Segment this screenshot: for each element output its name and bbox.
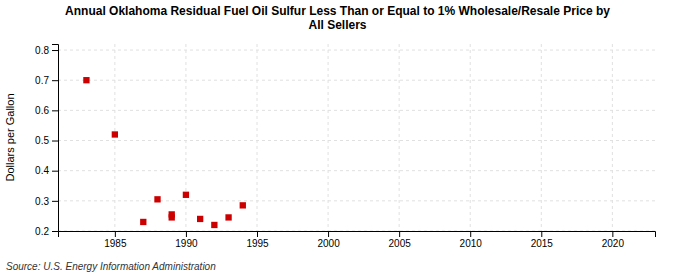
grid-line	[399, 44, 400, 231]
tick-mark	[52, 110, 58, 111]
tick: 0.3	[35, 196, 58, 207]
grid-line	[470, 44, 471, 231]
tick-label: 2000	[317, 238, 340, 249]
plot-area: 198519901995200020052010201520200.20.30.…	[35, 44, 655, 249]
point	[154, 196, 160, 202]
tick-mark	[186, 231, 187, 237]
grid-line	[541, 44, 542, 231]
tick: 0.4	[35, 165, 58, 176]
tick-label: 0.7	[35, 75, 49, 86]
title: Annual Oklahoma Residual Fuel Oil Sulfur…	[65, 4, 610, 32]
tick-mark	[399, 231, 400, 237]
tick-label: 2015	[531, 238, 554, 249]
tick: 0.6	[35, 105, 58, 116]
tick-label: 2005	[389, 238, 412, 249]
tick: 0.2	[35, 226, 58, 237]
tick-label: 0.6	[35, 105, 49, 116]
tick-label: 1995	[246, 238, 269, 249]
tick-mark	[328, 231, 329, 237]
tick-label: 0.3	[35, 196, 49, 207]
tick-label: 0.5	[35, 135, 49, 146]
tick: 0.8	[35, 45, 58, 56]
grid-line	[58, 80, 655, 81]
tick: 0.7	[35, 75, 58, 86]
grid-line	[58, 200, 655, 201]
tick-label: 0.2	[35, 226, 49, 237]
grid-line	[58, 170, 655, 171]
point	[112, 131, 118, 137]
tick: 1995	[246, 231, 269, 249]
y-axis-title: Dollars per Gallon	[4, 93, 16, 181]
grid	[58, 44, 655, 231]
tick-label: 1990	[175, 238, 198, 249]
grid-line	[58, 110, 655, 111]
point	[240, 202, 246, 208]
tick-mark	[612, 231, 613, 237]
point	[140, 219, 146, 225]
tick: 2020	[602, 231, 625, 249]
tick: 0.5	[35, 135, 58, 146]
tick: 2000	[317, 231, 340, 249]
tick-mark	[257, 231, 258, 237]
tick-label: 0.4	[35, 165, 49, 176]
points	[83, 77, 246, 228]
source-note: Source: U.S. Energy Information Administ…	[6, 261, 216, 272]
tick-label: 0.8	[35, 45, 49, 56]
grid-line	[58, 140, 655, 141]
grid-line	[328, 44, 329, 231]
tick-mark	[52, 141, 58, 142]
axis-line	[52, 45, 59, 232]
point	[183, 192, 189, 198]
tick: 1985	[104, 231, 127, 249]
grid-line	[257, 44, 258, 231]
y-axis: 0.2 0.3 0.4 0.5 0.6 0.7 0.8	[35, 45, 58, 237]
tick-mark	[52, 50, 58, 51]
tick-mark	[52, 171, 58, 172]
grid-line	[58, 50, 655, 51]
tick-mark	[52, 201, 58, 202]
tick-mark	[541, 231, 542, 237]
grid-line	[612, 44, 613, 231]
tick-label: 1985	[104, 238, 127, 249]
tick-mark	[52, 80, 58, 81]
point	[83, 77, 89, 83]
tick: 2010	[460, 231, 483, 249]
point	[211, 222, 217, 228]
x-axis: 1985 1990 1995 2000 2005 2010 2015 2020	[59, 231, 656, 249]
point	[169, 211, 175, 217]
tick: 2015	[531, 231, 554, 249]
tick-mark	[52, 231, 58, 232]
chart: Annual Oklahoma Residual Fuel Oil Sulfur…	[0, 0, 675, 275]
tick: 1990	[175, 231, 198, 249]
axis-line	[59, 232, 656, 238]
tick-mark	[470, 231, 471, 237]
tick: 2005	[389, 231, 412, 249]
tick-label: 2020	[602, 238, 625, 249]
point	[225, 214, 231, 220]
tick-mark	[115, 231, 116, 237]
tick-label: 2010	[460, 238, 483, 249]
grid-line	[185, 44, 186, 231]
point	[197, 216, 203, 222]
